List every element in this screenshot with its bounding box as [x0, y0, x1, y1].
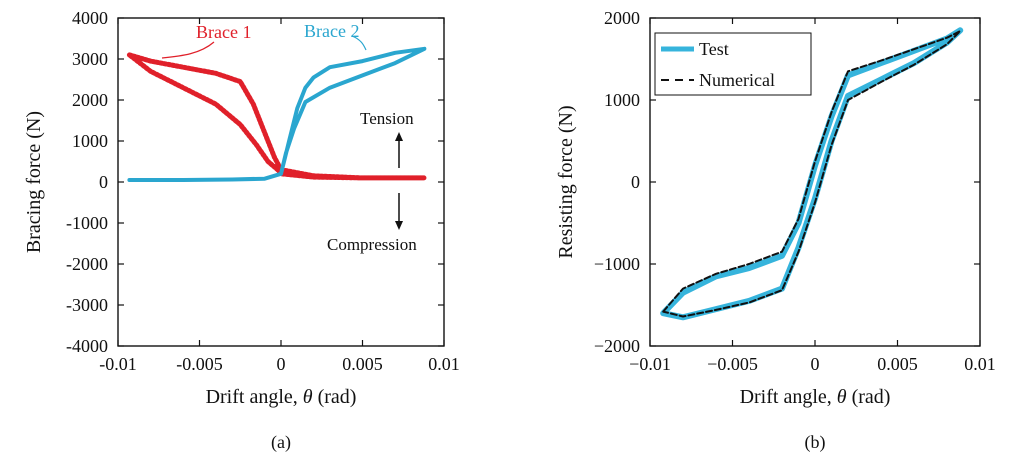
pa-ytick-label: 1000: [72, 131, 108, 151]
panel-a-ylabel: Bracing force (N): [23, 111, 45, 253]
legend-box: [654, 32, 812, 96]
compression-arrowhead: [395, 221, 403, 230]
pa-ytick-label: -4000: [66, 336, 108, 356]
pa-ytick-label: 4000: [72, 8, 108, 28]
pa-ytick-label: -3000: [66, 295, 108, 315]
panel-b-xlabel-suffix: (rad): [847, 386, 891, 408]
pb-xtick-label: −0.005: [707, 354, 758, 374]
pa-xtick-label: 0.005: [342, 354, 383, 374]
pb-xtick-label: 0.01: [964, 354, 996, 374]
legend-numerical-label: Numerical: [699, 70, 775, 90]
panel-b-xlabel-prefix: Drift angle,: [740, 386, 837, 408]
pa-series-brace-2: [127, 46, 427, 182]
tension-arrowhead: [395, 132, 403, 141]
tension-label: Tension: [360, 109, 414, 128]
pb-series-numerical: [662, 30, 962, 318]
panel-b-ylabel: Resisting force (N): [555, 105, 577, 258]
pa-ytick-label: 0: [99, 172, 108, 192]
pa-xtick-label: -0.005: [176, 354, 223, 374]
panel-a: -0.01 -0.005 0 0.005 0.01 -4000 -3000 -2000 -10…: [23, 8, 460, 453]
panel-a-xlabel-prefix: Drift angle,: [206, 386, 303, 408]
pb-xtick-label: −0.01: [629, 354, 671, 374]
panel-a-label: (a): [271, 432, 291, 453]
pa-xtick-label: -0.01: [99, 354, 137, 374]
pa-ytick-label: -2000: [66, 254, 108, 274]
pb-xtick-label: 0.005: [877, 354, 918, 374]
compression-label: Compression: [327, 235, 417, 254]
pa-ytick-label: 2000: [72, 90, 108, 110]
pa-xtick-label: 0.01: [428, 354, 460, 374]
panel-a-xlabel: Drift angle, θ (rad): [206, 386, 357, 408]
pb-ytick-label: 0: [631, 172, 640, 192]
pb-ytick-label: −1000: [594, 254, 640, 274]
panel-b-label: (b): [805, 432, 826, 453]
pb-ytick-label: 1000: [604, 90, 640, 110]
brace2-leader: [351, 35, 367, 51]
brace2-label: Brace 2: [304, 21, 359, 41]
panel-a-xlabel-suffix: (rad): [313, 386, 357, 408]
pa-xtick-label: 0: [277, 354, 286, 374]
panel-b-xlabel: Drift angle, θ (rad): [740, 386, 891, 408]
brace1-leader: [161, 41, 215, 59]
panel-b: −0.01 −0.005 0 0.005 0.01 −2000 −1000 0 1000 200…: [555, 8, 996, 453]
brace1-label: Brace 1: [196, 22, 251, 42]
panel-b-legend: Test Numerical: [654, 32, 812, 96]
pb-xtick-label: 0: [811, 354, 820, 374]
pa-series-brace-1: [126, 52, 427, 181]
pa-ytick-label: 3000: [72, 49, 108, 69]
panel-b-xlabel-theta: θ: [837, 386, 847, 408]
pa-ytick-label: -1000: [66, 213, 108, 233]
pb-ytick-label: 2000: [604, 8, 640, 28]
legend-test-label: Test: [699, 39, 729, 59]
panel-a-xlabel-theta: θ: [303, 386, 313, 408]
pb-ytick-label: −2000: [594, 336, 640, 356]
